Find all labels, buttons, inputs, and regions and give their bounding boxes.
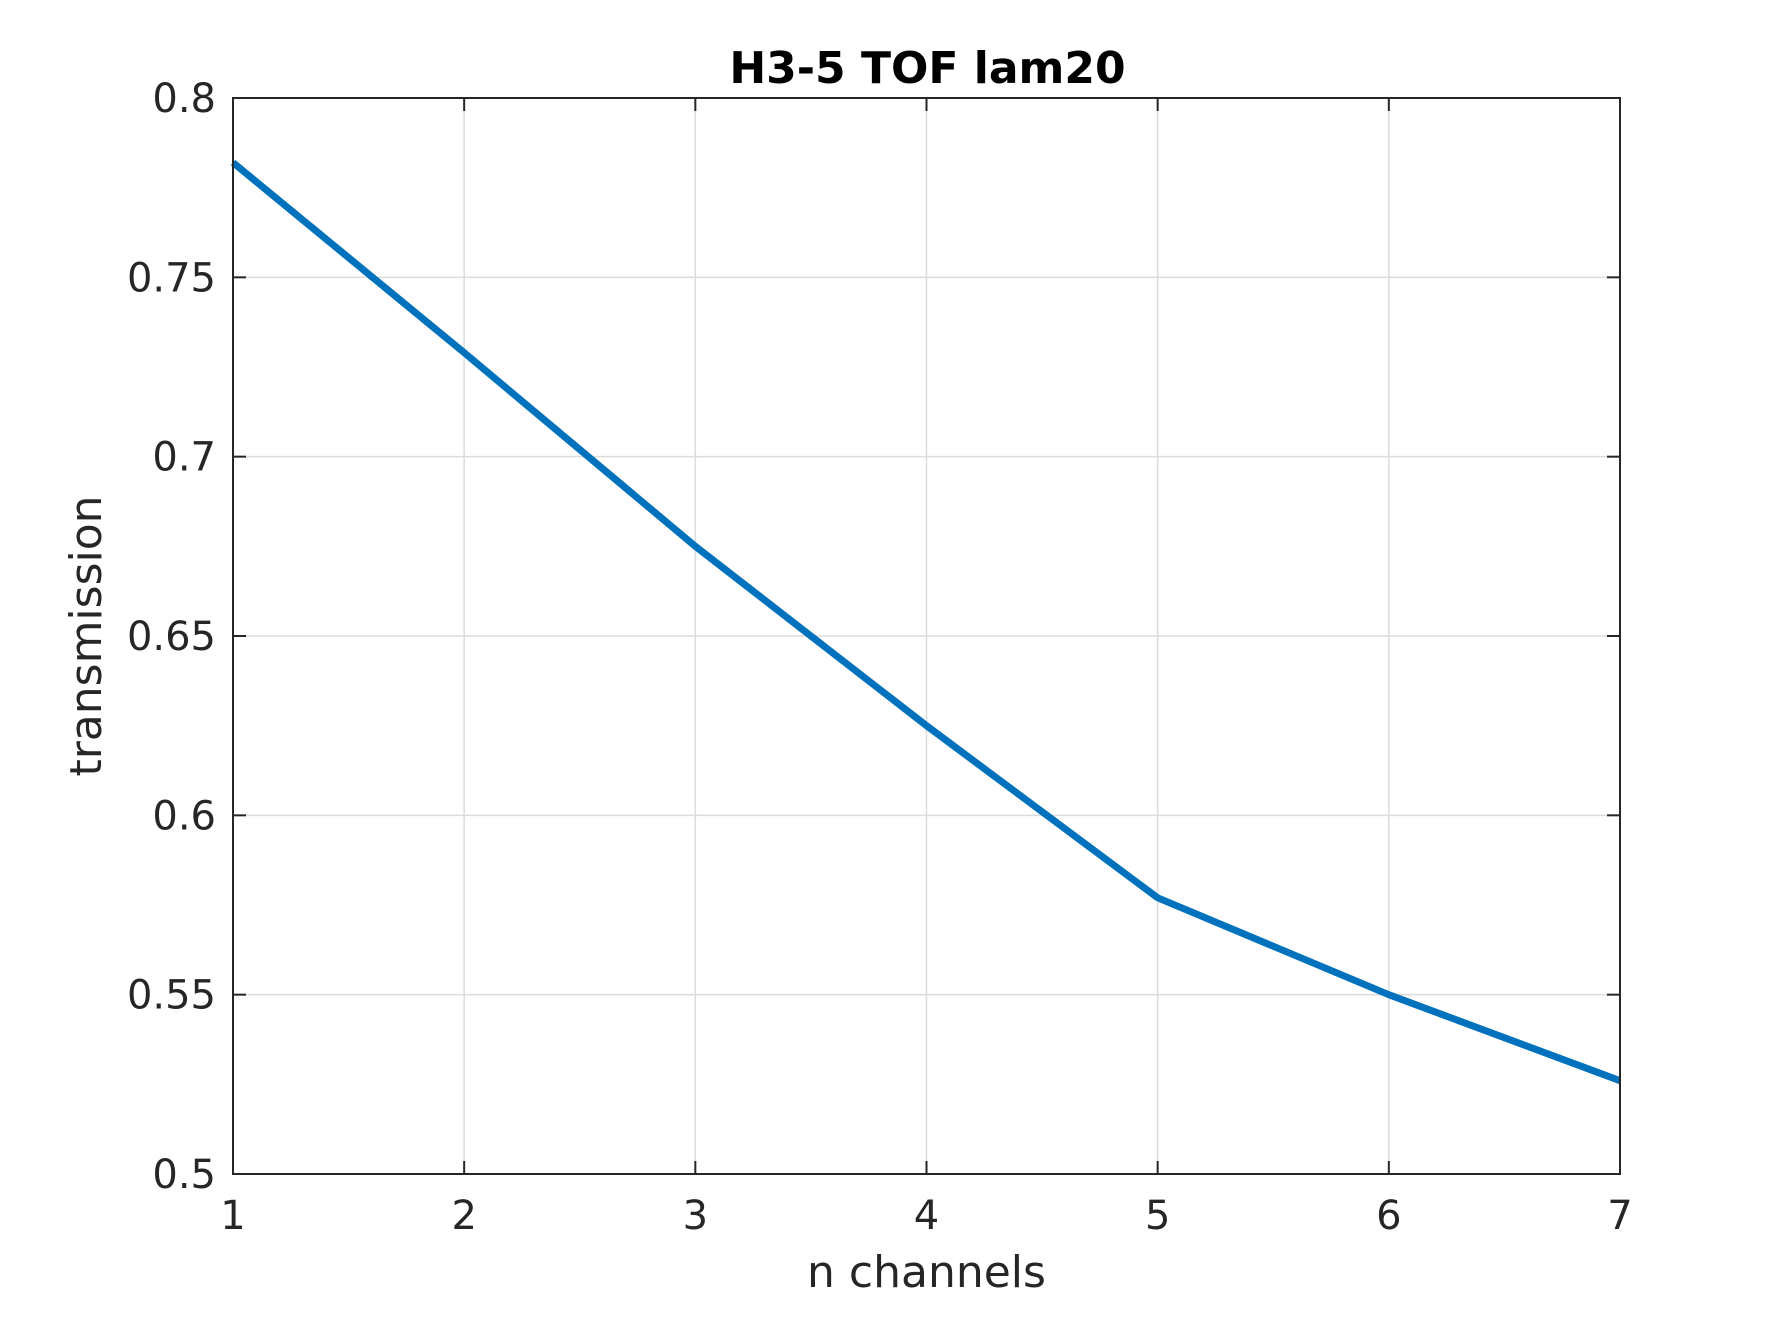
x-tick-label: 7: [1607, 1193, 1632, 1239]
y-tick-label: 0.7: [152, 435, 216, 481]
x-tick-label: 4: [914, 1193, 939, 1239]
axis-ticks: [232, 97, 1621, 1175]
y-tick-label: 0.8: [152, 76, 216, 122]
x-tick-label: 1: [220, 1193, 245, 1239]
y-tick-label: 0.6: [152, 793, 216, 839]
x-axis-title: n channels: [807, 1247, 1046, 1298]
chart-title: H3-5 TOF lam20: [729, 43, 1125, 94]
y-tick-label: 0.5: [152, 1152, 216, 1198]
x-tick-label: 2: [451, 1193, 476, 1239]
y-axis-title: transmission: [61, 495, 112, 776]
series-layer: [230, 159, 1622, 1084]
series-line: [230, 159, 1622, 1084]
y-tick-label: 0.65: [127, 614, 216, 660]
y-tick-label: 0.75: [127, 255, 216, 301]
y-tick-label: 0.55: [127, 973, 216, 1019]
tick-labels: 1 2 3 4 5 6 7 0.5 0.55 0.6 0.65 0.7 0.75 0.8: [127, 76, 1633, 1239]
x-tick-label: 3: [683, 1193, 708, 1239]
x-tick-label: 5: [1145, 1193, 1170, 1239]
x-tick-label: 6: [1376, 1193, 1401, 1239]
